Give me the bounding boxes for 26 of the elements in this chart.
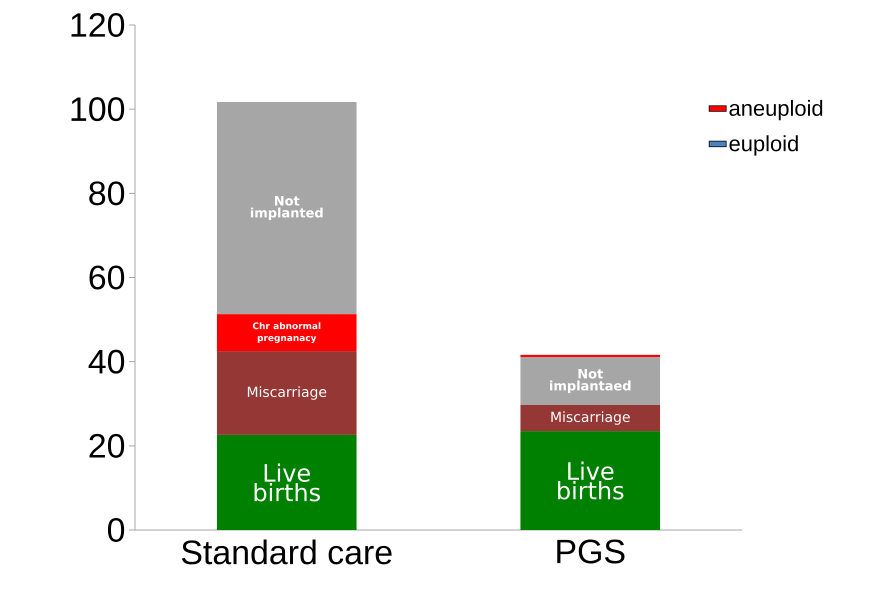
bar [216,314,357,352]
y-tick-label: 120 [72,13,124,37]
y-tick-label: 40 [88,350,124,374]
bar [520,357,660,406]
data-label: Miscarriage [248,386,326,400]
legend-label: euploid [730,135,798,156]
data-label: Not implantaed [550,368,630,394]
data-label: Live births [254,463,320,502]
y-tick-label: 20 [90,434,124,458]
bar [520,405,660,432]
bar [520,431,660,530]
y-tick-label: 100 [72,97,124,122]
data-label: Live births [558,462,624,500]
legend-label: aneuploid [730,100,822,120]
x-tick-label: Standard care [182,540,392,564]
data-label: Chr abnormal pregnanacy [252,322,320,343]
bar [216,102,357,314]
y-tick-label: 0 [108,518,124,542]
y-tick-label: 80 [89,181,124,206]
bar [216,351,357,435]
x-tick-label: PGS [557,540,624,564]
y-tick-label: 60 [90,266,124,290]
data-label: Miscarriage [551,411,630,425]
bar [520,354,660,358]
data-label: Not implanted [250,196,323,220]
bar [216,434,357,530]
